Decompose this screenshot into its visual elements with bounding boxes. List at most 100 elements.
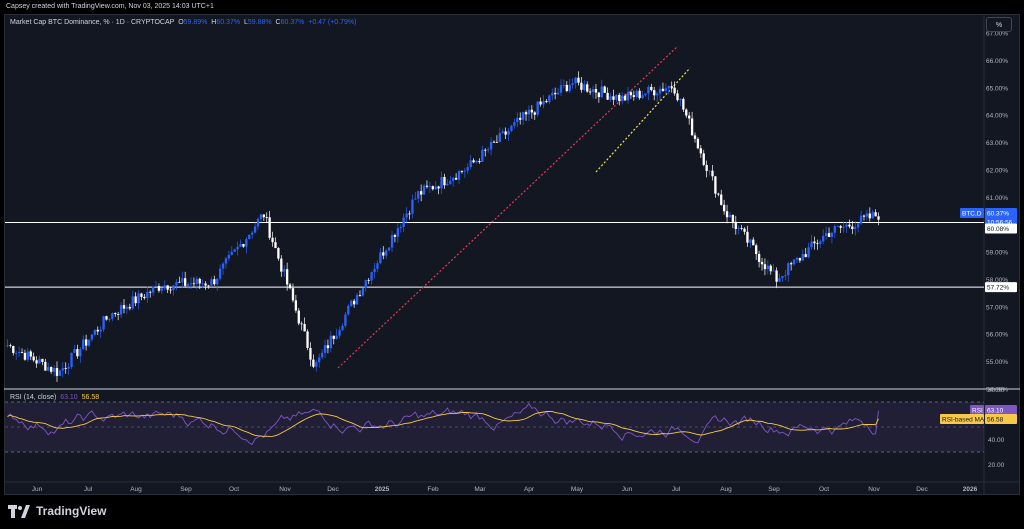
candle-body (189, 283, 193, 285)
rsi-name-tag: RSI (972, 408, 983, 415)
candle-body (612, 96, 615, 100)
time-tick-label: Nov (868, 486, 880, 493)
candle-body (679, 98, 682, 101)
candle-body (580, 82, 583, 90)
candle-body (647, 86, 650, 94)
candle-body (784, 275, 787, 277)
candle-body (571, 83, 574, 85)
candle-body (548, 95, 551, 103)
candle-body (172, 285, 175, 291)
candle-body (539, 101, 542, 105)
candle-body (877, 216, 880, 220)
candle-body (507, 130, 510, 135)
last-price-tag-bg (985, 208, 1017, 218)
candle-body (285, 269, 289, 285)
candle-body (848, 224, 851, 227)
candle-body (50, 367, 53, 372)
time-tick-label: Nov (279, 486, 291, 493)
level-2-tag: 57.72% (987, 285, 1009, 292)
candle-body (854, 227, 857, 230)
candle-body (181, 278, 184, 283)
candle-body (352, 300, 356, 305)
candle-body (632, 95, 635, 97)
candle-body (82, 339, 85, 350)
candle-body (650, 86, 653, 91)
candle-body (685, 109, 688, 116)
close-label: C (275, 19, 281, 26)
candle-body (422, 185, 426, 195)
credit-text: Capsey created with TradingView.com, Nov… (6, 3, 214, 10)
time-tick-label: Apr (524, 486, 535, 493)
candle-body (414, 198, 417, 200)
time-tick-label: May (571, 486, 584, 493)
candle-body (52, 367, 56, 372)
percent-scale-button[interactable]: % (986, 17, 1012, 32)
candle-body (621, 95, 624, 102)
candle-body (755, 245, 758, 254)
price-tick-label: 62.00% (986, 167, 1008, 174)
time-tick-label: Oct (229, 486, 239, 493)
candle-body (425, 185, 429, 187)
candle-body (79, 349, 82, 357)
candle-body (382, 252, 385, 256)
level-2-tag-bg (985, 282, 1017, 293)
price-tick-label: 57.00% (986, 304, 1008, 311)
candle-body (688, 115, 691, 119)
time-tick-label: Sep (768, 486, 780, 493)
chart-pane[interactable] (4, 14, 1020, 495)
candle-body (827, 233, 831, 237)
candle-body (204, 283, 207, 286)
candle-body (655, 93, 659, 96)
candle-body (358, 295, 362, 296)
candle-body (457, 171, 461, 180)
candle-body (475, 160, 478, 163)
candle-body (629, 92, 633, 96)
candle-body (658, 88, 662, 94)
candle-body (84, 339, 88, 346)
candle-body (638, 90, 641, 99)
candle-body (527, 109, 531, 115)
candle-body (344, 314, 347, 326)
candle-body (609, 96, 612, 100)
rsi-ma-line (7, 411, 879, 437)
price-tick-label: 63.00% (986, 140, 1008, 147)
candle-body (15, 353, 18, 354)
footer-bar (0, 495, 1024, 529)
rsi-ma-value-tag: 56.58 (987, 417, 1004, 424)
candle-body (67, 366, 70, 369)
candle-body (626, 92, 630, 101)
candle-body (819, 241, 822, 244)
candle-body (731, 215, 735, 222)
tradingview-logo[interactable]: TradingView (8, 504, 106, 518)
candle-body (513, 122, 516, 126)
candle-body (577, 77, 580, 83)
candle-body (233, 249, 236, 252)
candle-body (807, 247, 810, 258)
candle-body (55, 367, 59, 376)
candle-body (408, 213, 411, 215)
candle-body (44, 361, 47, 371)
candle-body (583, 84, 586, 90)
tradingview-logo-icon (8, 504, 30, 518)
chart-legend: Market Cap BTC Dominance, % · 1D · CRYPT… (10, 19, 357, 26)
candle-body (702, 153, 705, 165)
candle-body (720, 194, 723, 205)
candle-body (653, 90, 656, 96)
candle-body (699, 148, 702, 154)
candle-body (524, 112, 528, 115)
candle-body (224, 258, 228, 264)
candle-body (393, 235, 397, 237)
candle-body (510, 125, 513, 131)
candle-body (134, 296, 137, 304)
candle-body (868, 213, 871, 219)
candle-body (760, 261, 764, 265)
candle-body (306, 331, 309, 348)
candle-body (163, 285, 166, 289)
candle-body (757, 253, 761, 262)
candle-body (114, 313, 117, 315)
time-tick-label: 2025 (375, 486, 390, 493)
candle-body (350, 300, 353, 306)
candle-body (297, 310, 300, 324)
